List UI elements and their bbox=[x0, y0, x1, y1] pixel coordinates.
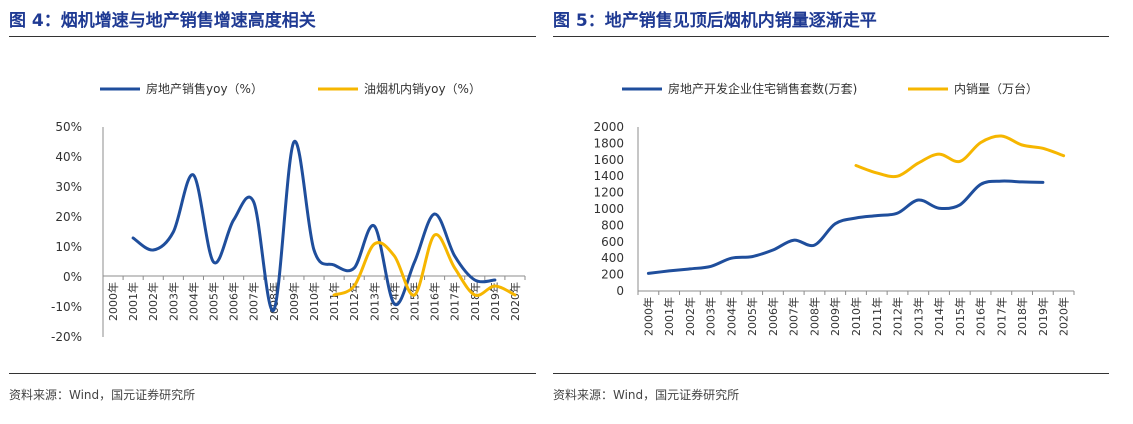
left-x-tick-label: 2009年 bbox=[287, 282, 301, 321]
left-x-tick-label: 2005年 bbox=[207, 282, 221, 321]
left-y-tick-label: 0% bbox=[63, 270, 82, 284]
left-legend-label-1: 房地产销售yoy（%） bbox=[146, 81, 263, 96]
right-series-line-2 bbox=[854, 134, 1066, 179]
left-series-line-2 bbox=[332, 233, 517, 297]
left-y-tick-label: 50% bbox=[55, 120, 82, 134]
left-x-tick-label: 2013年 bbox=[367, 282, 381, 321]
left-x-tick-label: 2016年 bbox=[428, 282, 442, 321]
right-x-tick-label: 2014年 bbox=[932, 297, 946, 336]
left-y-tick-label: -20% bbox=[51, 330, 82, 344]
left-x-tick-label: 2010年 bbox=[307, 282, 321, 321]
right-x-tick-label: 2015年 bbox=[953, 297, 967, 336]
right-chart-title: 图 5：地产销售见顶后烟机内销量逐渐走平 bbox=[553, 11, 877, 31]
left-y-tick-label: 20% bbox=[55, 210, 82, 224]
right-legend-label-1: 房地产开发企业住宅销售套数(万套) bbox=[668, 81, 857, 96]
right-x-tick-label: 2004年 bbox=[724, 297, 738, 336]
right-y-tick-label: 2000 bbox=[593, 120, 624, 134]
left-y-tick-label: -10% bbox=[51, 300, 82, 314]
right-x-tick-label: 2020年 bbox=[1057, 297, 1071, 336]
left-x-tick-label: 2002年 bbox=[146, 282, 160, 321]
left-legend-label-2: 油烟机内销yoy（%） bbox=[364, 82, 481, 96]
left-x-tick-label: 2012年 bbox=[347, 282, 361, 321]
right-x-tick-label: 2001年 bbox=[662, 297, 676, 336]
right-footer-rule bbox=[553, 373, 1109, 374]
left-x-tick-label: 2001年 bbox=[126, 282, 140, 321]
right-x-tick-label: 2009年 bbox=[828, 297, 842, 336]
left-x-tick-label: 2003年 bbox=[166, 282, 180, 321]
right-y-tick-label: 1400 bbox=[593, 169, 624, 183]
right-x-tick-label: 2007年 bbox=[787, 297, 801, 336]
right-y-tick-label: 600 bbox=[601, 235, 624, 249]
right-source-note: 资料来源：Wind，国元证券研究所 bbox=[553, 388, 740, 402]
right-x-tick-label: 2005年 bbox=[745, 297, 759, 336]
left-y-tick-label: 40% bbox=[55, 150, 82, 164]
left-x-tick-label: 2006年 bbox=[227, 282, 241, 321]
right-y-tick-label: 1800 bbox=[593, 136, 624, 150]
left-x-tick-label: 2018年 bbox=[468, 282, 482, 321]
left-x-tick-label: 2019年 bbox=[488, 282, 502, 321]
right-series-line-1 bbox=[646, 179, 1045, 275]
left-title-rule bbox=[9, 36, 536, 37]
right-y-tick-label: 0 bbox=[616, 284, 624, 298]
right-y-tick-label: 1000 bbox=[593, 202, 624, 216]
right-x-tick-label: 2018年 bbox=[1015, 297, 1029, 336]
left-x-tick-label: 2007年 bbox=[247, 282, 261, 321]
right-x-tick-label: 2016年 bbox=[974, 297, 988, 336]
left-chart-title: 图 4：烟机增速与地产销售增速高度相关 bbox=[9, 11, 316, 31]
right-x-tick-label: 2011年 bbox=[870, 297, 884, 336]
right-y-tick-label: 800 bbox=[601, 218, 624, 232]
right-y-tick-label: 1200 bbox=[593, 186, 624, 200]
right-x-tick-label: 2013年 bbox=[911, 297, 925, 336]
left-x-tick-label: 2000年 bbox=[106, 282, 120, 321]
left-source-note: 资料来源：Wind，国元证券研究所 bbox=[9, 388, 196, 402]
right-x-tick-label: 2003年 bbox=[704, 297, 718, 336]
left-y-tick-label: 30% bbox=[55, 180, 82, 194]
left-x-tick-label: 2017年 bbox=[448, 282, 462, 321]
right-y-tick-label: 200 bbox=[601, 268, 624, 282]
left-x-tick-label: 2004年 bbox=[186, 282, 200, 321]
right-x-tick-label: 2002年 bbox=[683, 297, 697, 336]
left-series-line-1 bbox=[131, 140, 497, 312]
right-legend-label-2: 内销量（万台） bbox=[954, 81, 1038, 96]
left-footer-rule bbox=[9, 373, 536, 374]
right-x-tick-label: 2017年 bbox=[994, 297, 1008, 336]
left-x-tick-label: 2011年 bbox=[327, 282, 341, 321]
right-x-tick-label: 2008年 bbox=[807, 297, 821, 336]
right-x-tick-label: 2012年 bbox=[891, 297, 905, 336]
right-title-rule bbox=[553, 36, 1109, 37]
left-x-tick-label: 2020年 bbox=[508, 282, 522, 321]
right-x-tick-label: 2006年 bbox=[766, 297, 780, 336]
left-y-tick-label: 10% bbox=[55, 240, 82, 254]
right-x-tick-label: 2010年 bbox=[849, 297, 863, 336]
right-y-tick-label: 1600 bbox=[593, 153, 624, 167]
right-y-tick-label: 400 bbox=[601, 251, 624, 265]
right-x-tick-label: 2019年 bbox=[1036, 297, 1050, 336]
right-x-tick-label: 2000年 bbox=[641, 297, 655, 336]
